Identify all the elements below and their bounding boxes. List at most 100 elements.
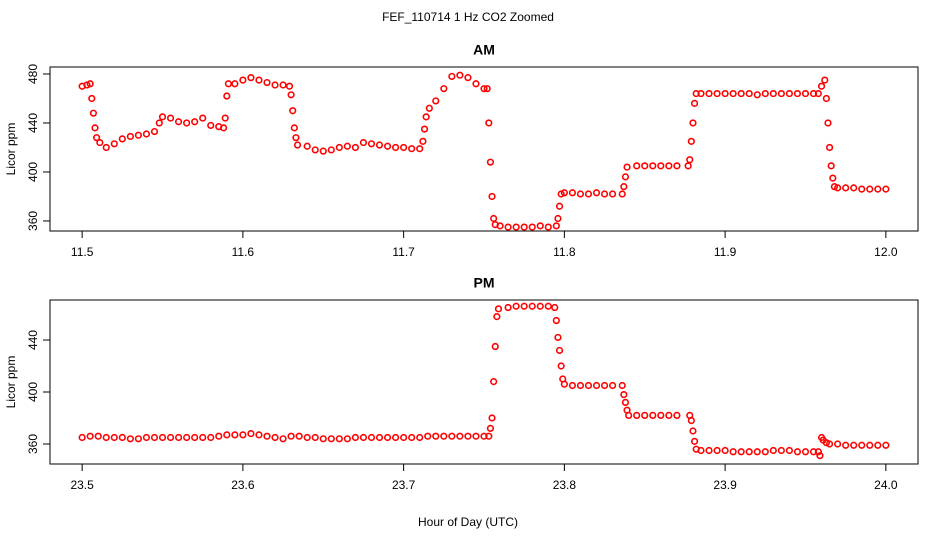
- data-point: [486, 424, 495, 432]
- data-point: [485, 119, 493, 127]
- data-point: [287, 91, 295, 99]
- data-point: [600, 190, 609, 198]
- data-point: [247, 429, 255, 438]
- data-point: [560, 380, 568, 388]
- data-point: [375, 433, 384, 442]
- x-tick-label: 23.6: [231, 478, 255, 492]
- data-point: [207, 433, 215, 442]
- data-point: [391, 433, 400, 442]
- data-point: [335, 435, 343, 443]
- data-point: [231, 431, 239, 439]
- data-point: [641, 162, 649, 170]
- x-tick-label: 12.0: [874, 245, 898, 259]
- data-point: [687, 416, 695, 425]
- data-point: [858, 441, 866, 449]
- data-point: [158, 113, 167, 121]
- data-point: [490, 378, 498, 386]
- data-point: [618, 381, 626, 390]
- data-point: [134, 131, 143, 139]
- data-point: [834, 440, 842, 448]
- x-tick-label: 23.8: [553, 478, 577, 492]
- data-point: [183, 119, 191, 127]
- x-tick-label: 23.9: [713, 478, 737, 492]
- panel-title: PM: [474, 275, 495, 291]
- data-point: [557, 362, 565, 370]
- data-point: [769, 89, 777, 98]
- data-point: [142, 433, 151, 442]
- data-point: [480, 85, 488, 93]
- data-point: [512, 302, 520, 310]
- data-point: [199, 433, 207, 442]
- data-point: [174, 433, 183, 442]
- data-point: [440, 85, 448, 93]
- data-point: [689, 427, 697, 435]
- data-point: [263, 78, 271, 87]
- data-point: [78, 433, 86, 442]
- data-point: [576, 190, 585, 198]
- data-point: [359, 433, 368, 442]
- data-point: [568, 381, 577, 390]
- data-point: [793, 448, 802, 456]
- data-point: [821, 76, 829, 84]
- data-point: [620, 391, 628, 399]
- data-point: [536, 222, 544, 230]
- data-point: [293, 141, 302, 149]
- data-point: [416, 433, 424, 442]
- data-point: [110, 140, 118, 148]
- data-point: [721, 89, 729, 98]
- data-point: [737, 448, 745, 456]
- data-point: [486, 158, 495, 166]
- data-point: [247, 74, 255, 82]
- data-point: [290, 124, 298, 132]
- data-point: [142, 130, 151, 138]
- data-point: [191, 433, 199, 442]
- data-point: [239, 431, 247, 439]
- data-point: [343, 435, 351, 443]
- data-point: [623, 163, 631, 171]
- data-point: [491, 342, 499, 351]
- data-point: [351, 143, 360, 152]
- data-point: [134, 435, 143, 443]
- data-point: [263, 432, 271, 440]
- data-point: [311, 146, 319, 154]
- data-point: [94, 432, 102, 440]
- data-point: [554, 214, 562, 223]
- data-point: [528, 302, 536, 310]
- data-point: [822, 94, 830, 103]
- y-tick-label: 400: [26, 162, 40, 182]
- data-point: [456, 432, 464, 440]
- data-point: [359, 138, 368, 147]
- data-point: [584, 190, 593, 198]
- data-point: [289, 107, 297, 115]
- data-point: [592, 381, 601, 390]
- data-point: [785, 89, 794, 98]
- data-point: [713, 89, 721, 98]
- data-point: [383, 433, 392, 442]
- data-point: [485, 432, 493, 440]
- data-point: [555, 346, 564, 355]
- data-point: [89, 109, 97, 117]
- y-axis-label: Licor ppm: [4, 356, 18, 409]
- data-point: [88, 94, 96, 103]
- data-point: [490, 214, 498, 223]
- data-point: [520, 302, 528, 310]
- data-point: [673, 411, 681, 419]
- data-point: [295, 432, 303, 440]
- data-point: [223, 431, 231, 439]
- data-point: [817, 82, 826, 90]
- data-point: [183, 433, 191, 442]
- data-point: [150, 127, 159, 136]
- data-point: [761, 448, 769, 456]
- data-point: [657, 411, 665, 419]
- data-point: [625, 411, 633, 419]
- data-point: [432, 97, 440, 105]
- data-point: [769, 446, 777, 455]
- data-point: [600, 381, 609, 390]
- data-point: [793, 89, 802, 98]
- data-point: [551, 303, 559, 312]
- data-point: [472, 80, 480, 88]
- data-point: [689, 119, 697, 127]
- data-point: [850, 441, 858, 449]
- data-point: [814, 89, 822, 98]
- data-point: [512, 223, 520, 231]
